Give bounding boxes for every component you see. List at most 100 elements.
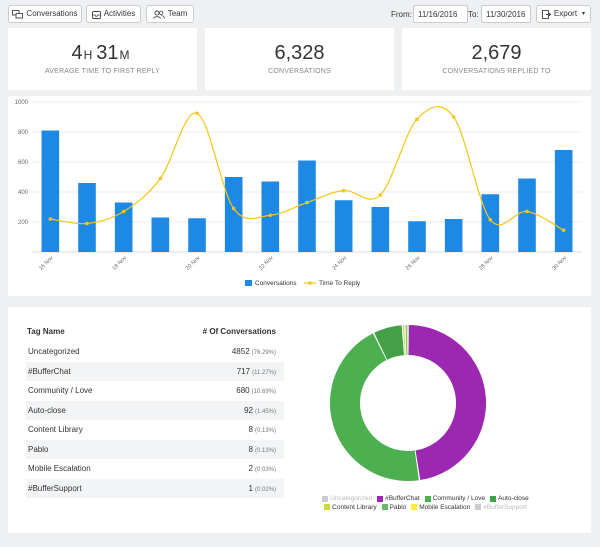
legend-label-conversations: Conversations: [255, 280, 297, 287]
bar-conversations: [188, 218, 206, 252]
tag-count-cell: 8 (0.13%): [141, 420, 284, 440]
tag-percent: (0.03%): [254, 467, 276, 474]
legend-item[interactable]: Mobile Escalation: [411, 504, 470, 511]
inbox-icon: [91, 10, 101, 19]
point-time-to-reply: [488, 217, 493, 222]
bar-conversations: [518, 178, 536, 252]
tag-percent: (0.13%): [254, 447, 276, 454]
legend-label: Pablo: [389, 503, 407, 511]
x-tick-label: 18 Nov: [112, 255, 129, 272]
table-row: Uncategorized 4852 (76.29%): [26, 342, 284, 362]
conversations-button-label: Conversations: [26, 9, 78, 18]
from-label: From:: [391, 10, 412, 19]
bar-conversations: [224, 177, 243, 252]
bar-conversations: [114, 202, 133, 252]
x-tick-label: 24 Nov: [332, 255, 349, 272]
team-button[interactable]: Team: [146, 5, 194, 23]
legend-swatch: [324, 504, 331, 510]
legend-label: Auto-close: [498, 495, 529, 502]
point-time-to-reply: [121, 209, 126, 214]
tag-count-header: # Of Conversations: [202, 326, 276, 336]
tags-donut-chart: [329, 325, 487, 482]
legend-swatch: [381, 504, 388, 510]
tag-name: Auto-close: [26, 400, 142, 420]
tag-name: Uncategorized: [28, 347, 80, 357]
table-row: #BufferSupport 1 (0.02%): [26, 478, 284, 498]
tag-name: #BufferChat: [26, 361, 142, 381]
activities-button[interactable]: Activities: [86, 5, 141, 23]
from-date-input[interactable]: [413, 5, 468, 23]
tag-name: Mobile Escalation: [28, 464, 91, 474]
metric-card-reply-time: 4H 31M AVERAGE TIME TO FIRST REPLY: [8, 28, 197, 90]
legend-marker-time-to-reply: [308, 281, 312, 285]
legend-label: #BufferSupport: [483, 503, 527, 511]
legend-swatch: [424, 495, 431, 502]
tag-percent: (1.45%): [254, 408, 276, 415]
tag-name: Community / Love: [28, 386, 93, 396]
legend-item[interactable]: #BufferChat: [377, 495, 420, 502]
tag-count: 1: [248, 483, 253, 493]
bar-conversations: [298, 160, 316, 252]
y-tick-label: 800: [18, 130, 29, 136]
conversations-button[interactable]: Conversations: [8, 5, 82, 23]
tag-name: Content Library: [28, 425, 83, 435]
point-time-to-reply: [305, 200, 309, 205]
metric-minutes-unit: M: [119, 48, 130, 62]
table-row: Content Library 8 (0.13%): [26, 420, 284, 440]
point-time-to-reply: [195, 111, 199, 116]
legend-item[interactable]: Auto-close: [490, 495, 529, 502]
to-label: To:: [468, 10, 479, 19]
bar-conversations: [371, 207, 390, 252]
metric-replied-label: CONVERSATIONS REPLIED TO: [442, 68, 551, 75]
to-date-input[interactable]: [481, 5, 531, 23]
bar-conversations: [78, 183, 96, 252]
legend-item[interactable]: Content Library: [324, 503, 377, 511]
activities-button-label: Activities: [103, 9, 136, 18]
export-button[interactable]: Export ▾: [536, 5, 591, 23]
point-time-to-reply: [525, 209, 529, 214]
donut-slice[interactable]: [329, 333, 419, 482]
table-row: Mobile Escalation 2 (0.03%): [26, 459, 284, 479]
bar-conversations: [408, 221, 426, 252]
bar-conversations: [554, 150, 573, 252]
legend-item[interactable]: #BufferSupport: [475, 504, 527, 511]
legend-label: #BufferChat: [385, 495, 420, 502]
legend-item[interactable]: Community / Love: [424, 495, 485, 502]
chevron-down-icon: ▾: [582, 11, 586, 17]
point-time-to-reply: [48, 217, 53, 221]
metric-card-replied: 2,679 CONVERSATIONS REPLIED TO: [402, 28, 591, 90]
table-row: Pablo 8 (0.13%): [26, 439, 284, 459]
conversations-chart: 200 400 600 800 1000 16 Nov 18 Nov 20 Nov 22 Nov…: [15, 100, 582, 287]
tag-percent: (11.27%): [252, 369, 276, 376]
tag-name: #BufferSupport: [26, 478, 142, 498]
legend-item[interactable]: Pablo: [381, 503, 407, 511]
x-tick-label: 30 Nov: [552, 255, 569, 272]
legend-swatch: [490, 495, 497, 502]
legend-item[interactable]: Uncategorized: [322, 495, 372, 502]
bar-conversations: [444, 219, 463, 252]
tags-table: Tag Name # Of Conversations Uncategorize…: [26, 320, 284, 498]
donut-slice[interactable]: [405, 325, 408, 356]
conversations-chart-card: 200 400 600 800 1000 16 Nov 18 Nov 20 Nov 22 Nov…: [8, 96, 591, 296]
donut-slice[interactable]: [374, 325, 405, 360]
tag-count-cell: 1 (0.02%): [141, 478, 284, 498]
tag-count: 4852: [231, 347, 250, 357]
tag-name: Pablo: [26, 439, 142, 459]
table-row: Auto-close 92 (1.45%): [26, 400, 284, 420]
metric-minutes: 31: [96, 42, 119, 64]
donut-slice[interactable]: [402, 325, 406, 356]
point-time-to-reply: [378, 193, 383, 197]
table-row: Community / Love 680 (10.69%): [26, 381, 284, 401]
metric-conversations-value: 6,328: [274, 42, 325, 64]
x-tick-label: 22 Nov: [258, 255, 275, 272]
legend-swatch: [475, 504, 482, 510]
tag-count-cell: 8 (0.13%): [141, 439, 284, 459]
metric-conversations-label: CONVERSATIONS: [268, 68, 331, 75]
donut-slice[interactable]: [408, 325, 487, 481]
legend-label: Content Library: [332, 503, 377, 511]
tag-count: 92: [244, 405, 253, 415]
tag-percent: (0.02%): [254, 486, 276, 493]
donut-slice[interactable]: [407, 325, 409, 356]
point-time-to-reply: [268, 213, 273, 218]
tag-percent: (0.13%): [254, 428, 276, 435]
